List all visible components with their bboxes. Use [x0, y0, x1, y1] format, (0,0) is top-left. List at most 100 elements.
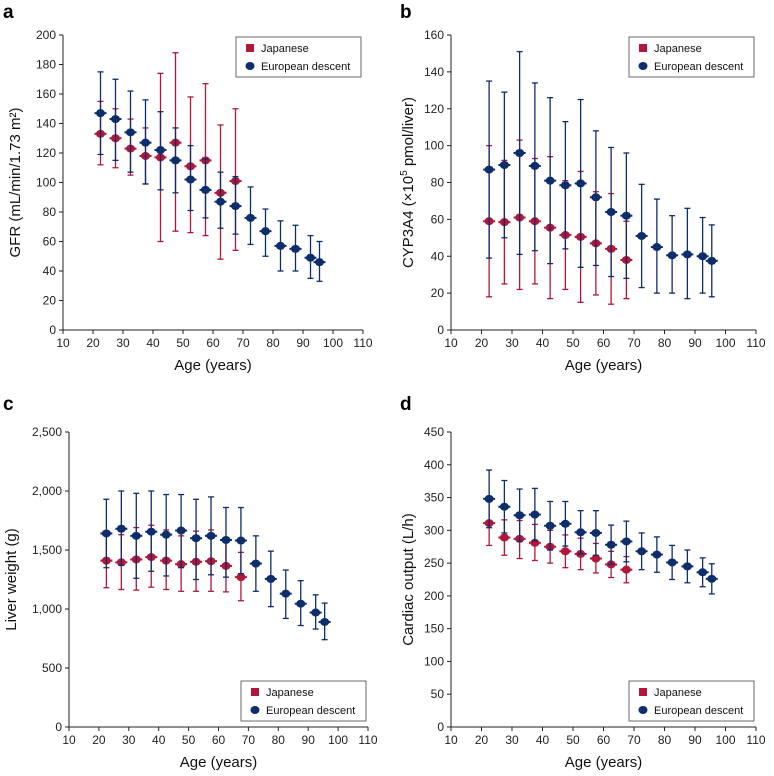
data-point [281, 589, 291, 598]
data-point [246, 213, 255, 222]
data-point [171, 156, 180, 165]
data-point [101, 529, 111, 538]
data-point [621, 537, 631, 546]
x-tick-label: 90 [688, 336, 702, 350]
x-tick-label: 60 [597, 336, 611, 350]
x-tick-label: 90 [296, 336, 310, 350]
x-tick-label: 80 [266, 336, 280, 350]
panel-label: b [400, 2, 412, 23]
data-point [606, 540, 616, 549]
x-axis-title: Age (years) [174, 357, 252, 374]
data-point [96, 109, 105, 118]
data-point [484, 494, 494, 503]
y-tick-label: 0 [437, 323, 444, 337]
panel-label: d [400, 394, 412, 415]
legend-label-japanese: Japanese [266, 687, 314, 699]
series-european-descent [483, 469, 718, 595]
legend-label-japanese: Japanese [654, 687, 702, 699]
y-tick-label: 2,500 [32, 425, 62, 439]
x-tick-label: 100 [323, 336, 343, 350]
legend: Japanese European descent [628, 680, 755, 722]
legend-marker-japanese [639, 44, 647, 52]
legend: Japanese European descent [235, 36, 362, 78]
y-axis-title: CYP3A4 (×105 pmol/liver) [399, 97, 417, 268]
x-tick-label: 80 [272, 733, 286, 747]
x-tick-label: 100 [715, 733, 735, 747]
y-tick-label: 0 [437, 720, 444, 734]
data-point [545, 521, 555, 530]
data-point [637, 231, 647, 240]
data-point [560, 181, 570, 190]
y-tick-label: 150 [424, 622, 444, 636]
y-tick-label: 250 [424, 556, 444, 570]
legend-label-european: European descent [261, 61, 350, 73]
y-tick-label: 20 [431, 286, 445, 300]
y-tick-label: 20 [43, 294, 57, 308]
x-axis-title: Age (years) [565, 357, 643, 374]
y-tick-label: 160 [424, 28, 444, 42]
data-point [576, 179, 586, 188]
legend-box [628, 36, 755, 78]
data-point [116, 524, 126, 533]
y-axis-title: Cardiac output (L/h) [400, 513, 417, 646]
data-point [484, 165, 494, 174]
data-point [530, 161, 540, 170]
legend-marker-european [250, 706, 260, 714]
x-axis-title: Age (years) [180, 754, 258, 771]
legend-marker-japanese [251, 688, 259, 696]
x-tick-label: 10 [56, 336, 70, 350]
panel-label: c [3, 394, 14, 415]
data-point [161, 530, 171, 539]
y-tick-label: 1,500 [32, 543, 62, 557]
chart-panel-a: a 0 20 40 60 80 100 120 140 160 180 200 10 20 30 40 50 60… [3, 2, 373, 374]
data-point [320, 617, 330, 626]
data-point [499, 533, 509, 542]
data-point [606, 208, 616, 216]
x-tick-label: 50 [566, 336, 580, 350]
y-axis-title: Liver weight (g) [3, 528, 20, 631]
y-tick-label: 140 [36, 117, 56, 131]
data-point [515, 149, 525, 157]
x-tick-label: 30 [505, 336, 519, 350]
x-tick-label: 60 [597, 733, 611, 747]
x-tick-label: 60 [206, 336, 220, 350]
y-tick-label: 60 [43, 235, 57, 249]
data-point [499, 160, 509, 169]
legend-label-european: European descent [654, 61, 743, 73]
x-tick-label: 30 [116, 336, 130, 350]
data-point [126, 128, 135, 137]
panel-label: a [3, 2, 14, 23]
legend-label-european: European descent [654, 705, 743, 717]
data-point [682, 250, 692, 259]
chart-panel-b: b 0 20 40 60 80 100 120 140 160 10 20 30 40 50 60 70 80 90… [399, 2, 766, 374]
data-point [231, 202, 240, 211]
x-tick-label: 30 [122, 733, 136, 747]
x-tick-label: 40 [152, 733, 166, 747]
legend-label-european: European descent [266, 705, 355, 717]
data-point [515, 511, 525, 520]
y-tick-label: 0 [49, 323, 56, 337]
x-tick-label: 40 [536, 733, 550, 747]
data-point [667, 251, 677, 260]
x-tick-label: 20 [475, 336, 489, 350]
x-tick-label: 50 [176, 336, 190, 350]
data-point [156, 146, 165, 155]
series-european-descent [483, 50, 718, 300]
data-point [591, 554, 601, 563]
x-tick-label: 50 [182, 733, 196, 747]
data-point [315, 258, 324, 267]
y-tick-label: 1,000 [32, 602, 62, 616]
data-point [201, 185, 210, 194]
chart-panel-c: c 0 500 1,000 1,500 2,000 2,500 10 20 30 40 50 60 70 8… [3, 394, 378, 771]
data-point [621, 565, 631, 574]
data-point [191, 534, 201, 543]
y-tick-label: 160 [36, 87, 56, 101]
x-tick-label: 80 [658, 733, 672, 747]
x-tick-label: 100 [328, 733, 348, 747]
data-point [667, 558, 677, 567]
x-tick-label: 110 [353, 336, 372, 350]
legend-box [235, 36, 362, 78]
legend-marker-european [638, 62, 648, 70]
data-point [637, 547, 647, 556]
